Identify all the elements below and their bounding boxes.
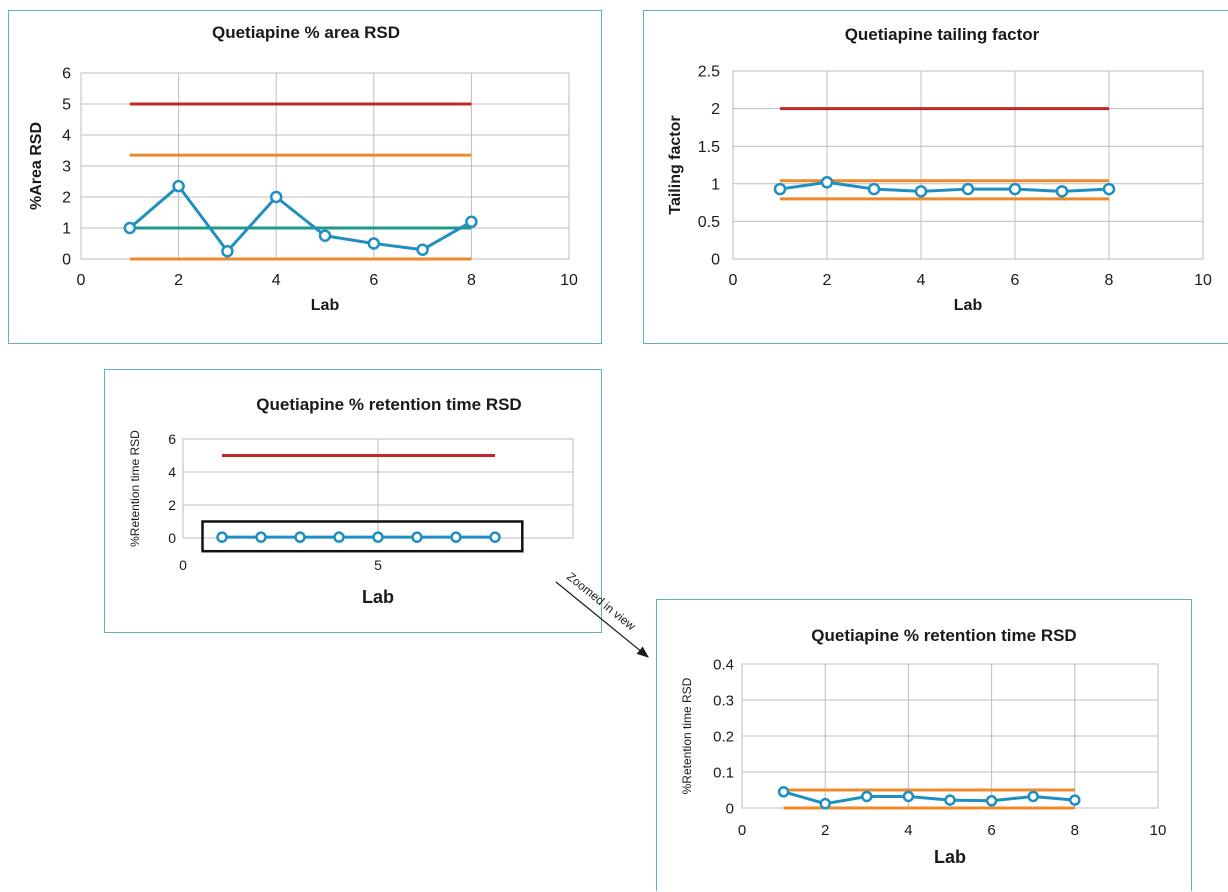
tailing-factor-y-tick-label: 0 [711,252,720,269]
retention-time-rsd-data-point [450,531,462,543]
retention-time-rsd-zoomed-data-point [1027,790,1039,803]
tailing-factor-x-tick-label: 2 [823,272,832,289]
retention-time-rsd-data-point [489,531,501,543]
retention-time-rsd-y-axis-label: %Retention time RSD [128,430,142,547]
area-rsd-x-tick-label: 8 [467,272,476,289]
tailing-factor-y-axis-label: Tailing factor [667,115,684,214]
retention-time-rsd-zoomed-y-tick-label: 0 [726,800,734,817]
retention-time-rsd-y-tick-label: 2 [168,497,176,513]
retention-time-rsd-zoomed-data-point [902,790,915,803]
tailing-factor-y-tick-label: 1 [711,176,720,193]
retention-time-rsd-chart-panel: Quetiapine % retention time RSD 0 2 4 6 0 5 Lab… [104,369,602,633]
retention-time-rsd-data-point [411,531,423,543]
tailing-factor-data-point [867,182,881,196]
tailing-factor-x-tick-label: 10 [1194,272,1212,289]
retention-time-rsd-zoomed-data-point [777,786,790,798]
area-rsd-data-point [221,245,234,258]
retention-time-rsd-zoomed-data-point [819,797,831,810]
retention-time-rsd-zoomed-x-tick-label: 2 [821,822,829,839]
tailing-factor-title: Quetiapine tailing factor [845,25,1040,44]
area-rsd-y-tick-label: 6 [62,66,71,83]
retention-time-rsd-zoomed-x-tick-label: 4 [904,822,912,839]
area-rsd-y-tick-label: 0 [62,252,71,269]
tailing-factor-data-point [961,182,975,196]
tailing-factor-x-tick-label: 0 [729,272,738,289]
area-rsd-data-point [269,190,283,204]
area-rsd-data-point [123,221,137,235]
area-rsd-data-point [367,237,381,250]
retention-time-rsd-zoomed-data-point [861,790,873,803]
retention-time-rsd-zoomed-data-point [944,794,956,806]
area-rsd-y-tick-label: 3 [62,159,71,176]
area-rsd-series-line [128,184,473,253]
retention-time-rsd-zoomed-y-tick-label: 0.3 [713,692,734,709]
tailing-factor-data-point [914,185,928,198]
tailing-factor-plot-area [732,70,1204,260]
retention-time-rsd-zoomed-chart: Quetiapine % retention time RSD 0 0.1 0.2 0.… [680,626,1167,867]
retention-time-rsd-data-point [372,531,384,543]
tailing-factor-x-axis-label: Lab [954,297,983,314]
retention-time-rsd-zoomed-y-tick-label: 0.1 [713,764,734,781]
tailing-factor-y-tick-label: 2 [711,101,720,118]
retention-time-rsd-y-tick-label: 4 [168,464,176,480]
retention-time-rsd-chart: Quetiapine % retention time RSD 0 2 4 6 0 5 Lab… [128,395,574,607]
area-rsd-y-tick-label: 1 [62,221,71,238]
tailing-factor-chart-panel: Quetiapine tailing factor 0 0.5 1 1.5 2 2.5 0 2 4… [643,10,1228,344]
retention-time-rsd-zoomed-x-tick-label: 8 [1071,822,1079,839]
tailing-factor-x-tick-label: 8 [1105,272,1114,289]
area-rsd-chart: Quetiapine % area RSD 0 1 2 3 4 5 6 0 2 4 6 8 10 Lab %A… [28,23,578,314]
area-rsd-data-point [465,215,478,229]
tailing-factor-chart: Quetiapine tailing factor 0 0.5 1 1.5 2 2.5 0 2 4… [667,25,1212,314]
retention-time-rsd-zoomed-x-tick-label: 10 [1150,822,1167,839]
retention-time-rsd-x-axis-label: Lab [362,587,394,607]
tailing-factor-data-point [820,176,834,189]
area-rsd-x-tick-label: 0 [77,272,86,289]
area-rsd-x-tick-label: 10 [560,272,578,289]
retention-time-rsd-data-point [216,531,228,543]
tailing-factor-data-point [1055,185,1069,198]
retention-time-rsd-zoomed-x-tick-label: 6 [987,822,995,839]
tailing-factor-y-tick-label: 0.5 [698,214,720,231]
area-rsd-y-tick-label: 4 [62,128,71,145]
retention-time-rsd-zoomed-data-point [1069,794,1081,806]
tailing-factor-data-point [773,182,787,196]
area-rsd-y-axis-label: %Area RSD [28,122,45,210]
retention-time-rsd-zoomed-title: Quetiapine % retention time RSD [811,626,1076,645]
tailing-factor-y-tick-label: 1.5 [698,139,720,156]
retention-time-rsd-zoomed-y-tick-label: 0.4 [713,656,734,673]
retention-time-rsd-zoomed-series-line [783,790,1075,806]
area-rsd-chart-panel: Quetiapine % area RSD 0 1 2 3 4 5 6 0 2 4 6 8 10 Lab %A… [8,10,602,344]
area-rsd-data-point [416,243,429,256]
retention-time-rsd-zoomed-y-axis-label: %Retention time RSD [680,677,694,794]
retention-time-rsd-zoom-region-box [201,520,524,553]
retention-time-rsd-zoomed-y-tick-label: 0.2 [713,728,734,745]
area-rsd-x-tick-label: 6 [369,272,378,289]
tailing-factor-y-tick-label: 2.5 [698,64,720,81]
tailing-factor-x-tick-label: 6 [1011,272,1020,289]
retention-time-rsd-zoomed-x-axis-label: Lab [934,847,966,867]
retention-time-rsd-data-point [255,531,267,543]
retention-time-rsd-zoomed-chart-panel: Quetiapine % retention time RSD 0 0.1 0.2 0.… [656,599,1192,891]
area-rsd-x-tick-label: 4 [272,272,281,289]
area-rsd-y-tick-label: 5 [62,97,71,114]
retention-time-rsd-zoomed-x-tick-label: 0 [738,822,746,839]
area-rsd-data-point [318,229,332,242]
retention-time-rsd-title: Quetiapine % retention time RSD [256,395,521,414]
retention-time-rsd-y-tick-label: 0 [168,530,176,546]
tailing-factor-series-line [779,180,1110,193]
retention-time-rsd-zoomed-data-point [985,795,998,807]
area-rsd-y-tick-label: 2 [62,190,71,207]
area-rsd-x-tick-label: 2 [174,272,183,289]
tailing-factor-data-point [1102,182,1116,196]
area-rsd-x-axis-label: Lab [311,297,340,314]
tailing-factor-data-point [1008,182,1022,196]
retention-time-rsd-x-tick-label: 5 [374,557,382,573]
tailing-factor-x-tick-label: 4 [917,272,926,289]
retention-time-rsd-x-tick-label: 0 [179,557,187,573]
area-rsd-title: Quetiapine % area RSD [212,23,400,42]
area-rsd-data-point [172,179,185,193]
retention-time-rsd-data-point [333,531,345,543]
retention-time-rsd-data-point [294,531,306,543]
retention-time-rsd-y-tick-label: 6 [168,431,176,447]
